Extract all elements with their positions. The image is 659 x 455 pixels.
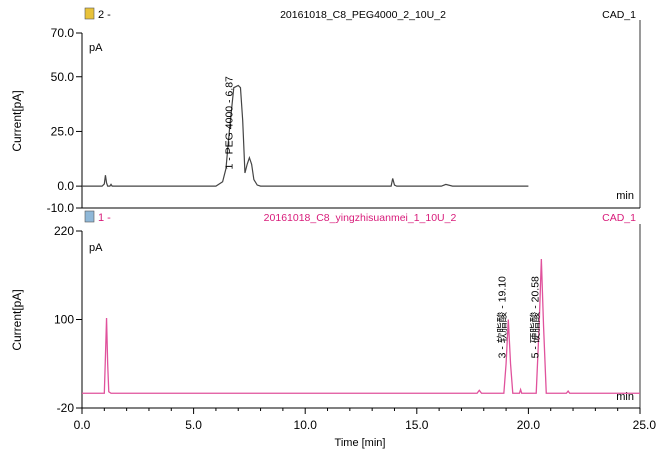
x-tick-label: 10.0 <box>294 418 318 432</box>
bottom-peak-label: 5 - 硬脂酸 - 20.58 <box>528 276 541 358</box>
top-x-unit-label: min <box>616 190 634 202</box>
x-tick-label: 5.0 <box>185 418 202 432</box>
top-y-ticks: -10.0 0.0 25.0 50.0 70.0 <box>47 26 82 215</box>
top-panel-title: 20161018_C8_PEG4000_2_10U_2 <box>280 9 446 21</box>
top-peak-label: 1 - PEG 4000 - 6.87 <box>223 76 235 170</box>
bottom-panel-icon <box>84 210 95 223</box>
bottom-trace-line <box>82 258 640 394</box>
top-y-tick-label: 0.0 <box>57 179 74 193</box>
top-peak-labels: 1 - PEG 4000 - 6.87 <box>223 76 235 170</box>
bottom-panel-title: 20161018_C8_yingzhisuanmei_1_10U_2 <box>264 212 457 224</box>
bottom-x-ticks: 0.0 5.0 10.0 15.0 20.0 25.0 <box>74 408 657 432</box>
top-y-tick-label: 50.0 <box>51 70 75 84</box>
top-y-tick-label: 70.0 <box>51 26 75 40</box>
bottom-y-tick-label: 100 <box>54 313 74 327</box>
top-panel-detector: CAD_1 <box>602 9 636 21</box>
bottom-unit-label: pA <box>89 242 103 254</box>
x-tick-label: 0.0 <box>74 418 91 432</box>
x-axis-label: Time [min] <box>335 437 386 449</box>
top-panel-header: 2 - 20161018_C8_PEG4000_2_10U_2 CAD_1 <box>84 7 636 21</box>
bottom-panel-header: 1 - 20161018_C8_yingzhisuanmei_1_10U_2 C… <box>84 210 636 224</box>
bottom-peak-label: 3 - 软脂酸 - 19.10 <box>495 276 508 358</box>
x-tick-label: 15.0 <box>405 418 429 432</box>
top-y-axis-label: Current[pA] <box>10 90 24 151</box>
bottom-y-axis-label: Current[pA] <box>10 289 24 350</box>
bottom-panel-detector: CAD_1 <box>602 212 636 224</box>
bottom-y-tick-label: 220 <box>54 224 74 238</box>
top-panel-id: 2 - <box>98 9 111 21</box>
bottom-y-tick-label: -20 <box>57 401 75 415</box>
x-tick-label: 20.0 <box>517 418 541 432</box>
x-tick-label: 25.0 <box>633 418 657 432</box>
top-y-tick-label: -10.0 <box>47 201 75 215</box>
bottom-x-unit-label: min <box>616 391 634 403</box>
bottom-panel-id: 1 - <box>98 212 111 224</box>
bottom-peak-labels: 3 - 软脂酸 - 19.10 5 - 硬脂酸 - 20.58 <box>495 276 541 358</box>
bottom-y-ticks: -20 100 220 <box>54 224 82 415</box>
top-y-tick-label: 25.0 <box>51 124 75 138</box>
top-panel-icon <box>84 7 95 20</box>
bottom-panel: -20 100 220 0.0 5.0 10.0 15.0 20.0 25.0 pA Curr… <box>10 224 656 449</box>
top-panel: -10.00.025.050.070.0 pA Current[pA] min … <box>10 20 641 215</box>
top-unit-label: pA <box>89 42 103 54</box>
top-trace-line <box>82 84 529 187</box>
